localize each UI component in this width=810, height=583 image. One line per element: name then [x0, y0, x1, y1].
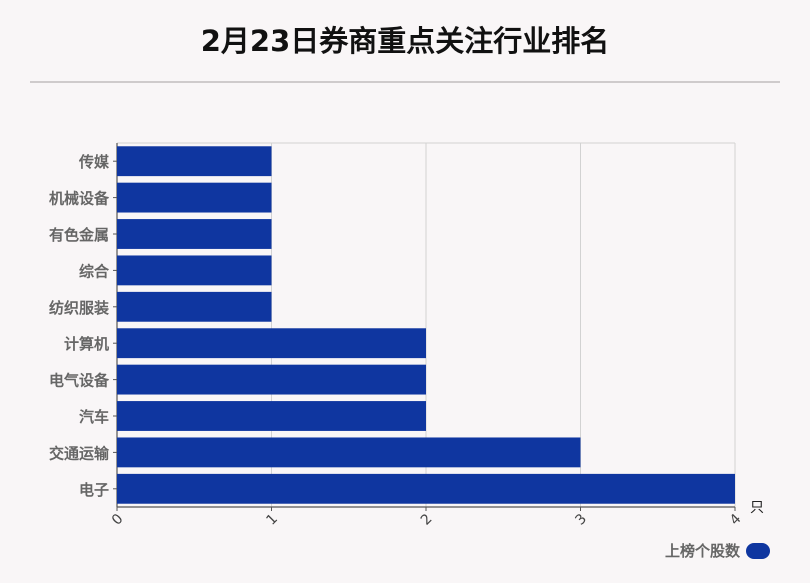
category-label: 计算机 [64, 335, 109, 353]
legend[interactable]: 上榜个股数 [665, 540, 770, 561]
x-tick-label: 0 [109, 511, 127, 529]
bar-8 [117, 437, 581, 468]
bar-4 [117, 291, 272, 322]
bar-0 [117, 146, 272, 177]
category-label: 传媒 [78, 153, 110, 171]
category-label: 机械设备 [49, 190, 110, 208]
x-tick-label: 1 [263, 511, 281, 529]
title-divider [30, 81, 780, 83]
bar-3 [117, 255, 272, 286]
category-label: 交通运输 [49, 444, 110, 462]
category-label: 有色金属 [49, 226, 109, 244]
bar-5 [117, 328, 426, 359]
legend-swatch [746, 542, 770, 559]
category-label: 纺织服装 [49, 299, 110, 317]
x-tick-label: 4 [727, 511, 745, 529]
category-label: 综合 [79, 262, 110, 280]
bar-6 [117, 364, 426, 395]
legend-label: 上榜个股数 [664, 542, 740, 560]
bar-9 [117, 473, 735, 504]
x-tick-label: 2 [418, 511, 436, 529]
x-tick-label: 3 [572, 511, 590, 529]
chart-title: 2月23日券商重点关注行业排名 [200, 24, 610, 58]
bar-1 [117, 182, 272, 213]
bar-2 [117, 219, 272, 249]
category-label: 电子 [79, 481, 109, 499]
category-label: 电气设备 [49, 372, 110, 390]
bar-7 [117, 401, 426, 431]
category-label: 汽车 [79, 408, 109, 426]
x-axis-unit: 只 [750, 500, 764, 516]
